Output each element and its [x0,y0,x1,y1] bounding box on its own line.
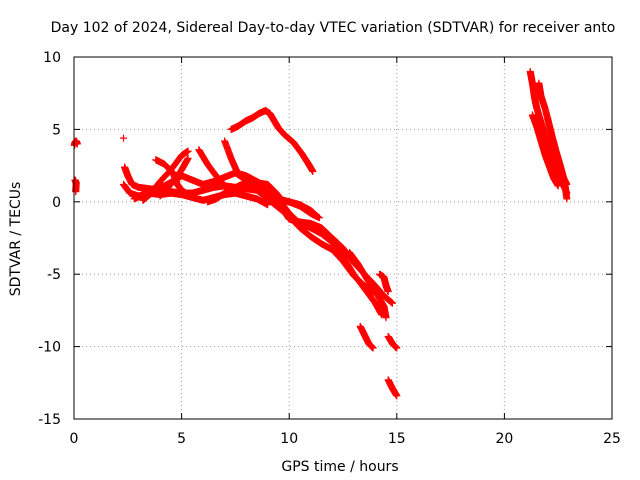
y-tick-label: 10 [43,50,61,66]
y-tick-label: -5 [47,267,61,283]
data-point [388,299,396,307]
data-point [563,195,571,203]
y-tick-label: -15 [38,412,61,428]
data-point [384,288,392,296]
data-points [70,67,571,400]
data-point [73,140,81,148]
x-tick-label: 25 [603,431,621,447]
x-tick-label: 5 [177,431,186,447]
plot-frame [73,56,613,420]
x-tick-label: 10 [280,431,298,447]
x-tick-label: 15 [388,431,406,447]
data-point [309,167,317,175]
chart-title: Day 102 of 2024, Sidereal Day-to-day VTE… [51,20,616,36]
y-tick-label: -10 [38,340,61,356]
data-point [369,344,377,352]
y-tick-label: 0 [52,195,61,211]
data-point [184,154,192,162]
x-axis-ticks: 0 5 10 15 20 25 [70,57,621,447]
data-point [184,147,192,155]
data-point [119,134,127,142]
x-axis-label: GPS time / hours [281,459,398,475]
data-point [72,188,80,196]
y-axis-label: SDTVAR / TECUs [8,182,24,297]
grid [74,57,612,419]
data-point [184,191,192,199]
y-tick-label: 5 [52,122,61,138]
y-axis-ticks: -15 -10 -5 0 5 10 [38,50,612,428]
x-tick-label: 0 [70,431,79,447]
data-point [554,182,562,190]
data-point [393,392,401,400]
data-point [382,314,390,322]
data-point [313,212,321,220]
x-tick-label: 20 [495,431,513,447]
data-point [393,344,401,352]
